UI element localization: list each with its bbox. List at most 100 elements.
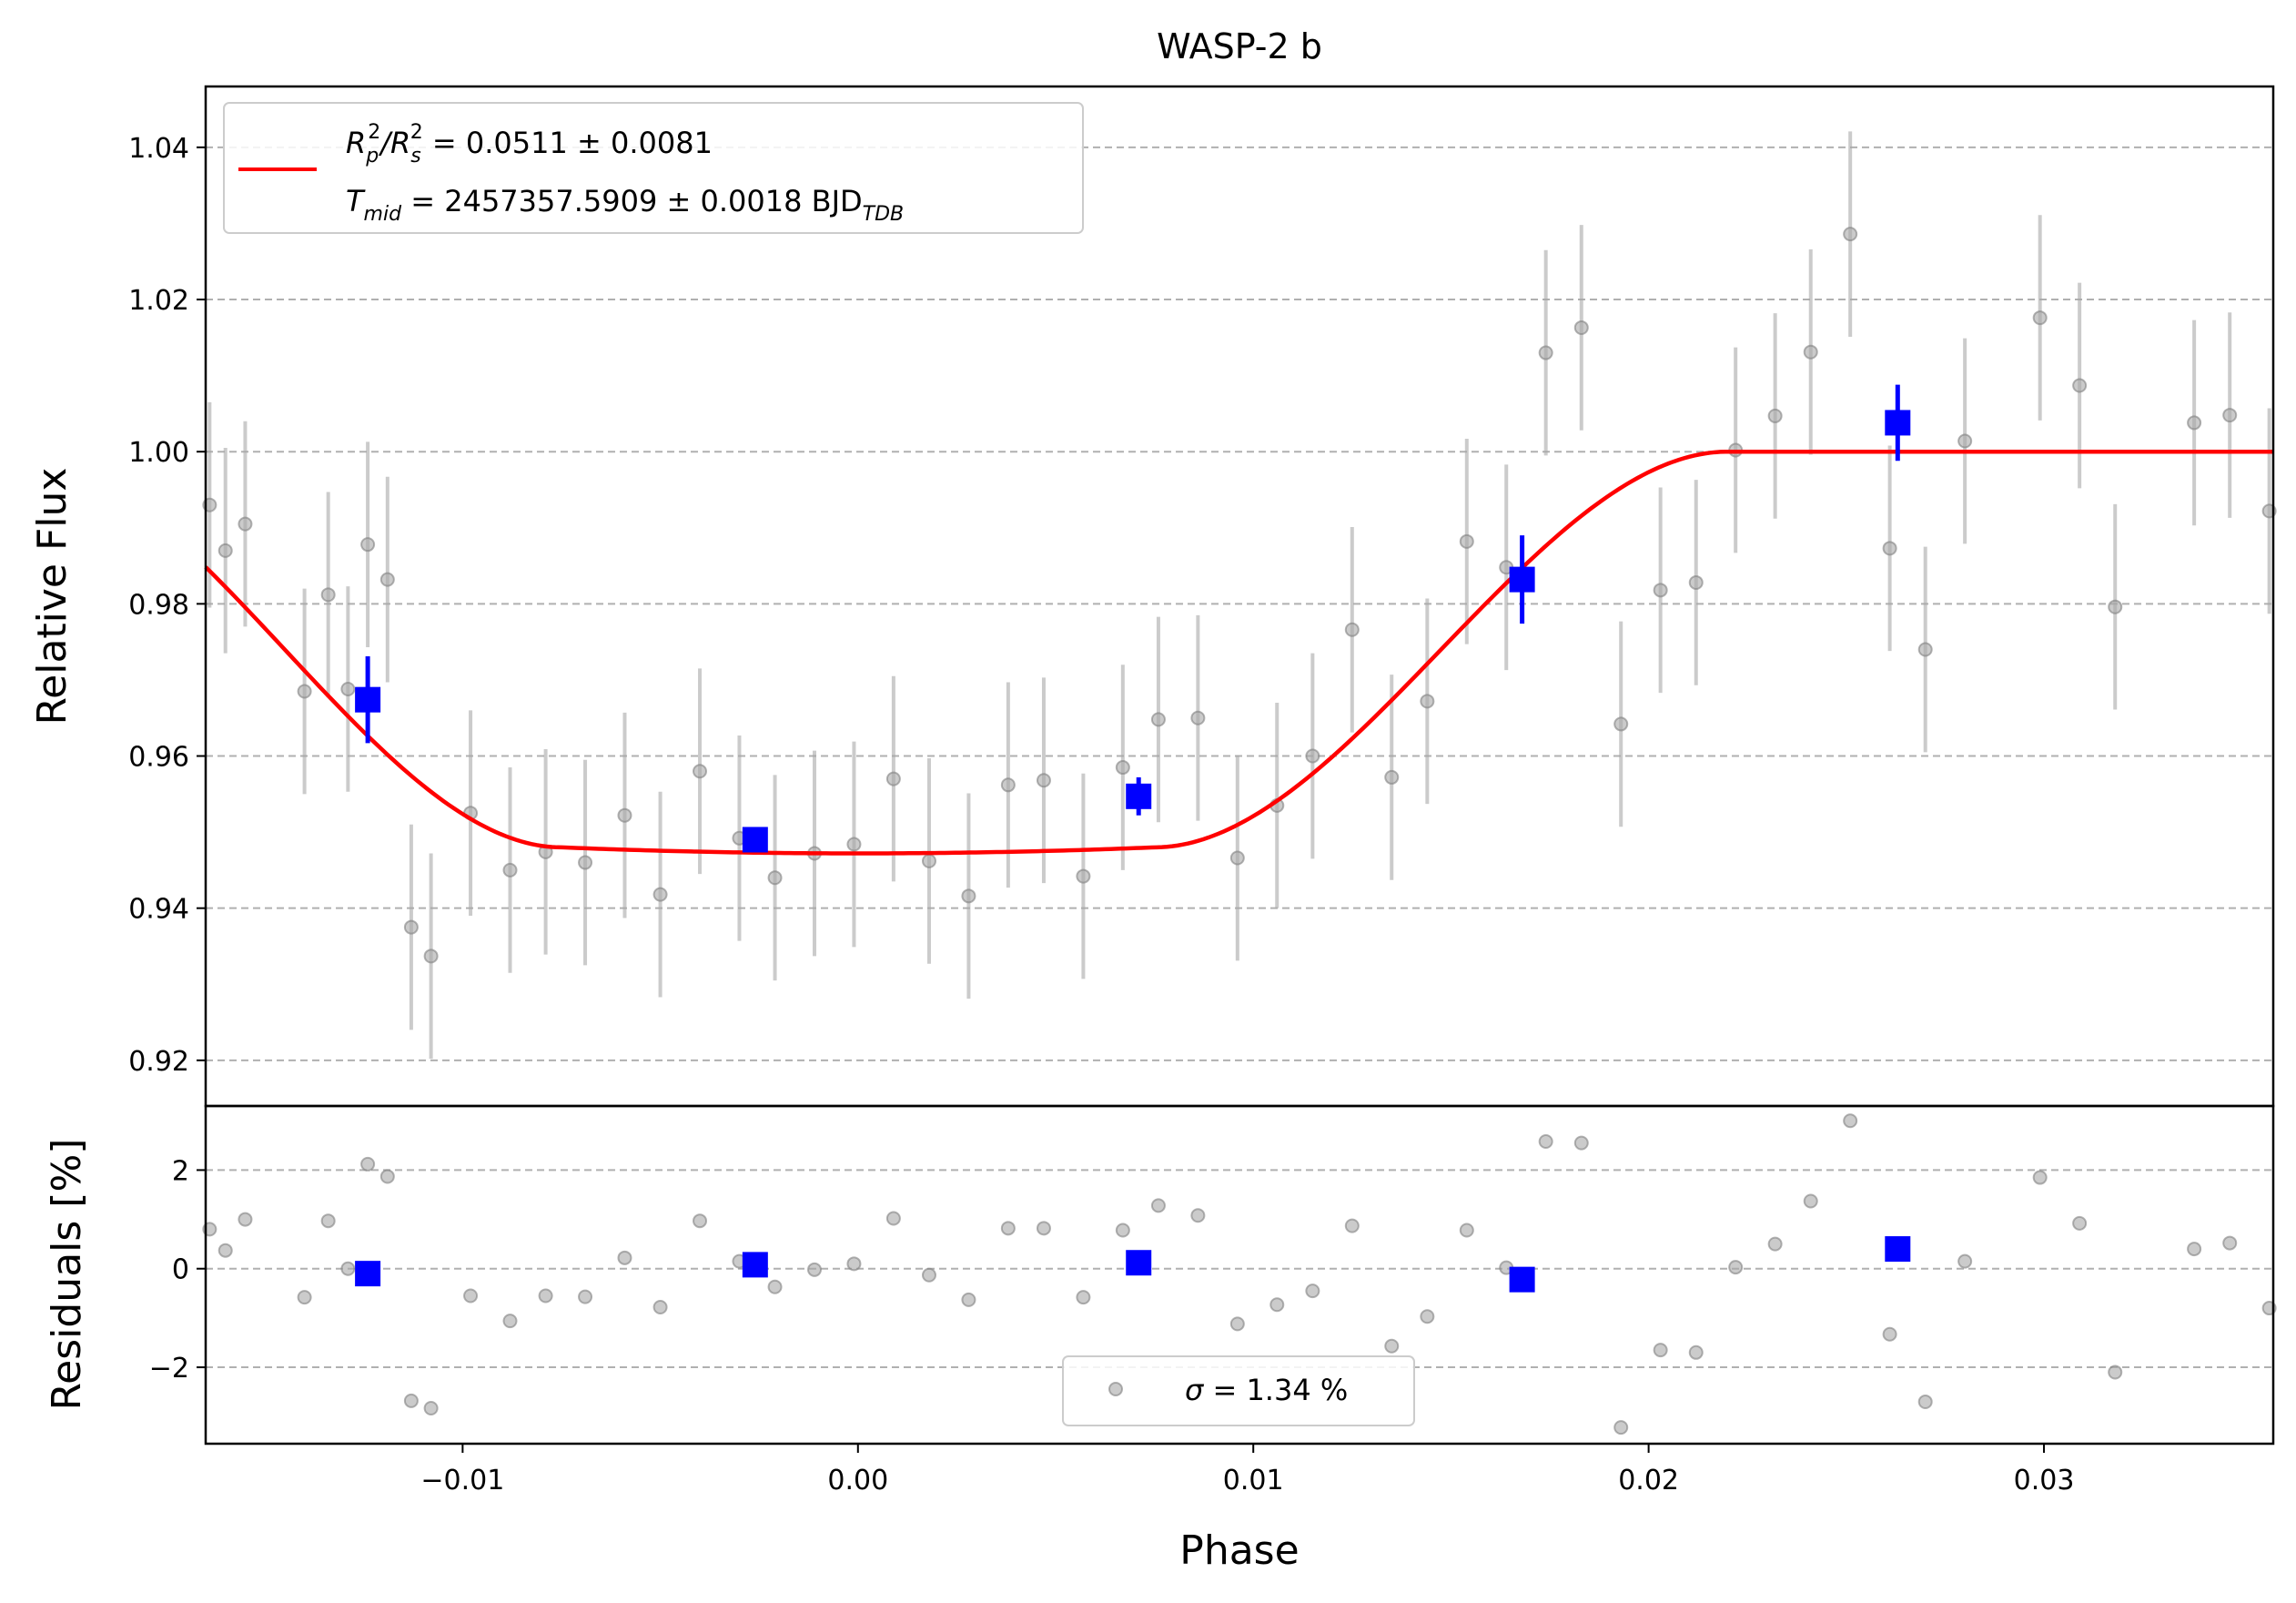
residual-point — [1115, 1223, 1130, 1238]
chart-title: WASP-2 b — [1157, 26, 1322, 66]
top-legend-frame — [223, 102, 1084, 234]
residual-point — [1229, 1316, 1245, 1332]
legend-sigma-symbol: σ — [1185, 1373, 1205, 1407]
data-point — [320, 587, 336, 603]
residual-point — [1305, 1283, 1320, 1299]
data-point — [1229, 850, 1245, 866]
data-point — [423, 949, 439, 964]
residual-point — [921, 1267, 936, 1283]
top-y-tick-label: 0.94 — [128, 894, 189, 926]
data-point — [1613, 716, 1629, 732]
data-point — [652, 887, 668, 902]
data-point — [1000, 777, 1016, 793]
residual-point — [1344, 1218, 1360, 1233]
residual-point — [1538, 1133, 1553, 1149]
top-panel-y-ticks: 0.92 0.94 0.96 0.98 1.00 1.02 1.04 — [128, 133, 206, 1078]
residual-point — [1957, 1253, 1973, 1269]
top-panel-data-points — [202, 131, 2277, 1060]
data-point — [1076, 868, 1091, 884]
data-point — [1538, 345, 1553, 360]
residual-point — [846, 1256, 862, 1272]
top-panel-frame — [204, 85, 2275, 1108]
data-point — [403, 919, 419, 935]
residual-point — [652, 1299, 668, 1314]
top-y-tick-label: 1.04 — [128, 133, 189, 165]
data-point — [1115, 760, 1130, 776]
data-point — [340, 681, 356, 696]
residual-point — [320, 1213, 336, 1229]
residual-point — [463, 1288, 479, 1304]
residual-point — [767, 1279, 783, 1294]
data-point — [921, 853, 936, 868]
data-point — [693, 764, 708, 779]
residual-point — [360, 1156, 376, 1172]
legend-t-symbol: T — [346, 184, 366, 218]
data-point — [2108, 599, 2123, 614]
legend-rs-symbol: /R — [378, 126, 410, 160]
binned-residual-point — [355, 1261, 381, 1287]
bottom-panel-binned-residuals — [355, 1236, 1911, 1293]
binned-point — [1885, 410, 1911, 436]
legend-rp-subscript: p — [365, 145, 379, 167]
residual-point — [2187, 1242, 2202, 1257]
binned-point — [742, 827, 768, 853]
bottom-panel-y-ticks: −2 0 2 — [149, 1155, 206, 1385]
top-y-tick-label: 1.00 — [128, 437, 189, 469]
data-point — [885, 771, 901, 786]
data-point — [1843, 227, 1858, 242]
binned-point — [1509, 566, 1535, 593]
residual-point — [297, 1290, 312, 1305]
data-point — [2187, 415, 2202, 431]
binned-point — [355, 686, 381, 713]
top-panel-y-axis-label: Relative Flux — [29, 468, 76, 725]
residual-point — [340, 1261, 356, 1276]
top-y-tick-label: 0.96 — [128, 742, 189, 774]
bottom-panel-frame — [204, 1104, 2275, 1446]
residual-point — [1036, 1221, 1051, 1236]
residual-point — [578, 1289, 593, 1304]
residual-point — [1843, 1113, 1858, 1129]
residual-point — [1728, 1260, 1744, 1275]
top-y-tick-label: 0.98 — [128, 589, 189, 621]
data-point — [2072, 378, 2088, 393]
top-panel-legend: Rp2/Rs2 = 0.0511 ± 0.0081 Tmid = 2457357… — [223, 102, 1084, 234]
bottom-y-tick-label: 0 — [172, 1254, 189, 1286]
legend-rp-symbol: R — [346, 126, 366, 160]
data-point — [1420, 694, 1435, 709]
residual-point — [1384, 1338, 1400, 1354]
data-point — [502, 862, 518, 878]
x-axis-label: Phase — [1179, 1527, 1299, 1574]
legend-rs-superscript: 2 — [410, 121, 423, 144]
top-panel-gridlines — [206, 146, 2273, 1061]
legend-depth-label: Rp2/Rs2 = 0.0511 ± 0.0081 — [346, 121, 713, 167]
residual-point — [961, 1292, 976, 1307]
bottom-panel-gridlines — [206, 1169, 2273, 1369]
data-point — [1573, 320, 1589, 335]
bottom-legend-marker — [1108, 1382, 1123, 1396]
data-point — [238, 516, 253, 532]
residual-point — [1917, 1394, 1933, 1409]
data-point — [1957, 433, 1973, 449]
legend-depth-value: = 0.0511 ± 0.0081 — [423, 126, 713, 160]
residual-point — [2222, 1235, 2238, 1251]
residual-point — [403, 1393, 419, 1408]
legend-rp-superscript: 2 — [368, 121, 380, 144]
bottom-panel-residual-points — [202, 1113, 2277, 1436]
bottom-y-tick-label: −2 — [149, 1353, 189, 1385]
residual-point — [693, 1213, 708, 1229]
bottom-panel-y-axis-label: Residuals [%] — [44, 1139, 90, 1411]
residual-point — [1150, 1198, 1166, 1213]
binned-residual-point — [1126, 1250, 1152, 1276]
legend-sigma-label: σ = 1.34 % — [1185, 1373, 1348, 1407]
residual-point — [617, 1250, 632, 1265]
data-point — [1036, 773, 1051, 788]
data-point — [617, 807, 632, 823]
residual-point — [1459, 1223, 1474, 1238]
data-point — [1653, 583, 1668, 598]
data-point — [767, 870, 783, 886]
residual-point — [502, 1314, 518, 1329]
data-point — [217, 543, 233, 558]
data-point — [578, 855, 593, 870]
residual-point — [2072, 1215, 2088, 1231]
